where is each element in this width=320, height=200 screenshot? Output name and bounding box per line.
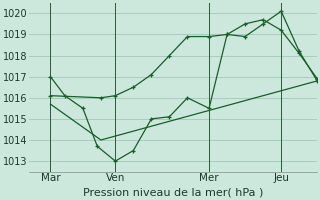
X-axis label: Pression niveau de la mer( hPa ): Pression niveau de la mer( hPa ) <box>83 187 263 197</box>
